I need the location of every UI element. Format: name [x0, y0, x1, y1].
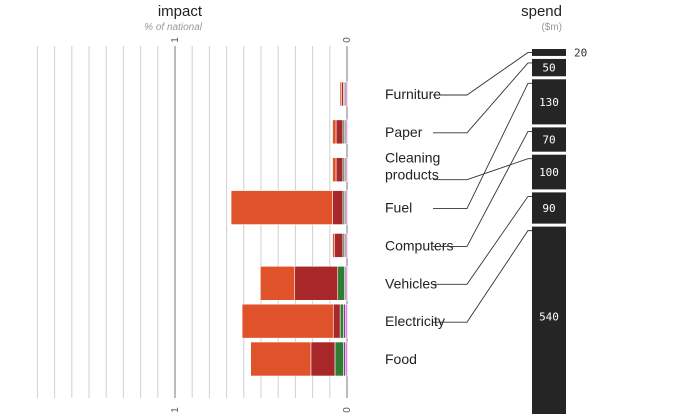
leader-lines: [433, 52, 532, 323]
impact-bar-segment: [335, 119, 344, 145]
impact-bar-computers: [332, 233, 348, 258]
category-labels: Furniture Paper Cleaning products Fuel Comput…: [385, 86, 453, 367]
spend-value-label: 100: [539, 166, 559, 179]
leader-line-fuel: [433, 82, 532, 210]
impact-title: impact: [158, 3, 203, 20]
impact-tick-label: 1: [170, 407, 181, 413]
impact-bar-furniture: [339, 81, 348, 107]
category-label-fuel: Fuel: [385, 200, 412, 216]
impact-bar-cleaning-products: [332, 157, 348, 183]
spend-segment-electricity: [532, 226, 566, 414]
spend-segment-cleaning-products: [532, 154, 566, 190]
spend-title: spend: [521, 3, 562, 20]
impact-bar-fuel: [230, 190, 348, 225]
spend-segment-paper: [532, 58, 566, 77]
leader-line-computers: [433, 130, 532, 247]
leader-line-furniture: [433, 52, 532, 96]
leader-line-vehicles: [433, 195, 532, 285]
impact-gridlines: [36, 46, 348, 398]
spend-value-label: 130: [539, 96, 559, 109]
spend-segment-vehicles: [532, 192, 566, 224]
spend-segment-computers: [532, 127, 566, 152]
impact-bar-segment: [334, 341, 344, 377]
impact-bar-vehicles: [260, 265, 348, 301]
spend-unit: ($m): [541, 22, 562, 33]
category-label-computers: Computers: [385, 237, 453, 253]
spend-value-label: 540: [539, 310, 559, 323]
spend-stack: 20 50 130 70 100 90 540: [532, 46, 587, 414]
impact-subtitle: % of national: [144, 22, 203, 33]
impact-bar-segment: [332, 303, 341, 339]
category-label-furniture: Furniture: [385, 86, 441, 102]
impact-bar-food: [250, 341, 348, 377]
impact-tick-label: 0: [342, 37, 353, 43]
category-label-food: Food: [385, 351, 417, 367]
leader-line-paper: [433, 62, 532, 134]
leader-line-electricity: [433, 230, 532, 323]
impact-bars: [230, 81, 348, 377]
spend-segment-furniture: [532, 49, 566, 56]
impact-bar-segment: [335, 157, 344, 183]
impact-tick-label: 0: [342, 407, 353, 413]
category-label-cleaning-products: Cleaning products: [385, 150, 440, 183]
impact-bar-segment: [337, 265, 345, 301]
impact-bar-segment: [310, 341, 336, 377]
impact-bar-segment: [332, 233, 335, 258]
impact-bar-segment: [333, 233, 344, 258]
impact-bar-segment: [230, 190, 333, 225]
leader-line-cleaning-products: [433, 158, 532, 181]
impact-bar-segment: [339, 81, 342, 107]
impact-bar-segment: [241, 303, 334, 339]
impact-tick-label: 1: [170, 37, 181, 43]
spend-value-label: 90: [542, 202, 555, 215]
category-label-paper: Paper: [385, 124, 423, 140]
impact-bar-segment: [332, 157, 337, 183]
impact-bar-segment: [294, 265, 339, 301]
spend-value-label: 50: [542, 62, 555, 75]
spend-segment-fuel: [532, 79, 566, 125]
spend-value-label: 70: [542, 134, 555, 147]
category-label-electricity: Electricity: [385, 313, 445, 329]
spend-value-label: 20: [574, 46, 587, 59]
impact-bar-paper: [332, 119, 348, 145]
impact-bar-segment: [260, 265, 296, 301]
impact-bar-segment: [339, 303, 344, 339]
impact-axis-ticks: 0 0 1 1: [170, 37, 353, 413]
impact-bar-electricity: [241, 303, 348, 339]
category-label-vehicles: Vehicles: [385, 275, 437, 291]
impact-bar-segment: [250, 341, 312, 377]
impact-bar-segment: [332, 190, 344, 225]
impact-bar-segment: [332, 119, 337, 145]
